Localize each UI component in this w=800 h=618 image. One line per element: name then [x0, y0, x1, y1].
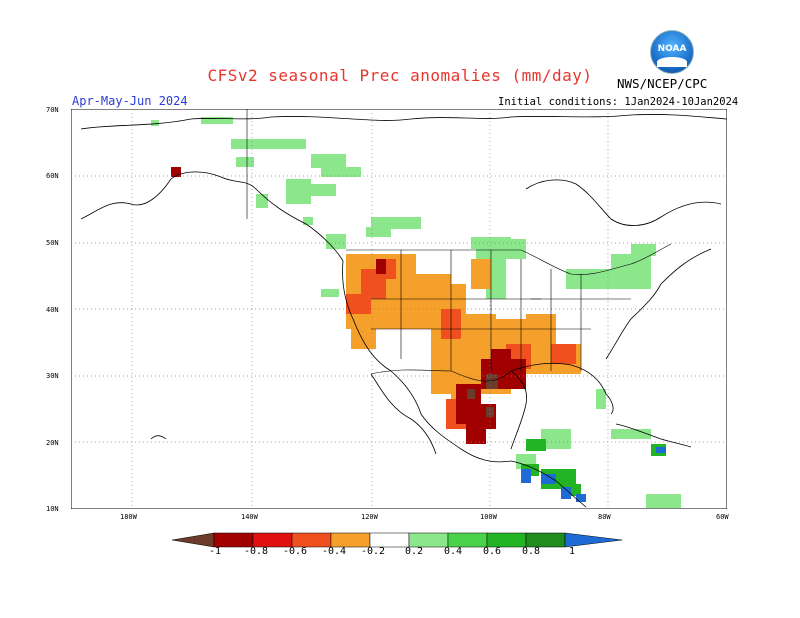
- legend-label-9: 1: [569, 546, 576, 557]
- season-label: Apr-May-Jun 2024: [72, 94, 188, 108]
- graticule: [71, 109, 727, 509]
- legend-swatch-10: [564, 532, 623, 548]
- legend-swatch-3: [291, 532, 332, 548]
- lat-label-20n: 20N: [46, 439, 59, 447]
- legend-label-2: -0.6: [283, 546, 308, 557]
- legend-swatch-1: [213, 532, 254, 548]
- political-borders: [246, 109, 672, 382]
- legend-label-1: -0.8: [244, 546, 269, 557]
- noaa-logo: NOAA: [650, 30, 694, 74]
- anomaly-legend: [172, 532, 623, 548]
- lon-label-60w: 60W: [716, 513, 729, 521]
- initial-conditions-label: Initial conditions: 1Jan2024-10Jan2024: [498, 96, 739, 108]
- legend-swatch-8: [486, 532, 527, 548]
- lat-label-60n: 60N: [46, 172, 59, 180]
- noaa-logo-text: NOAA: [657, 44, 687, 54]
- lon-label-80w: 80W: [598, 513, 611, 521]
- map-title: CFSv2 seasonal Prec anomalies (mm/day): [207, 66, 593, 85]
- noaa-logo-bird: [657, 57, 687, 67]
- legend-label-6: 0.4: [444, 546, 463, 557]
- legend-swatch-6: [408, 532, 449, 548]
- lon-label-140w: 140W: [241, 513, 258, 521]
- lon-label-100w: 100W: [480, 513, 497, 521]
- legend-label-0: -1: [209, 546, 222, 557]
- lat-label-50n: 50N: [46, 239, 59, 247]
- lat-label-10n: 10N: [46, 505, 59, 513]
- legend-swatch-7: [447, 532, 488, 548]
- anomaly-map: [71, 109, 727, 509]
- legend-swatch-5: [369, 532, 410, 548]
- legend-swatch-2: [252, 532, 293, 548]
- agency-label: NWS/NCEP/CPC: [617, 76, 708, 91]
- lon-label-120w: 120W: [361, 513, 378, 521]
- extreme-dry-anomaly-regions: [467, 374, 498, 417]
- lon-label-180w: 180W: [120, 513, 137, 521]
- legend-swatch-4: [330, 532, 371, 548]
- lat-label-40n: 40N: [46, 306, 59, 314]
- legend-label-3: -0.4: [322, 546, 347, 557]
- lat-label-70n: 70N: [46, 106, 59, 114]
- legend-label-4: -0.2: [361, 546, 386, 557]
- legend-label-5: 0.2: [405, 546, 424, 557]
- legend-label-7: 0.6: [483, 546, 502, 557]
- legend-swatch-0: [172, 532, 215, 548]
- coastlines: [80, 114, 727, 508]
- legend-label-8: 0.8: [522, 546, 541, 557]
- legend-swatch-9: [525, 532, 566, 548]
- lat-label-30n: 30N: [46, 372, 59, 380]
- very-wet-anomaly-regions: [521, 447, 666, 502]
